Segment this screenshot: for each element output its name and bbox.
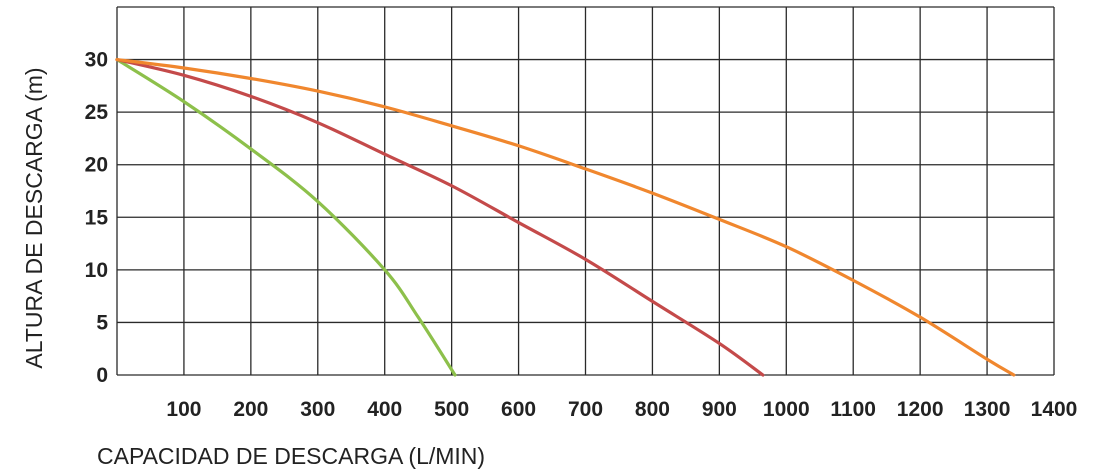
- x-tick-label: 600: [501, 398, 536, 421]
- y-axis-title: ALTURA DE DESCARGA (m): [21, 67, 47, 368]
- x-tick-label: 1000: [763, 398, 810, 421]
- x-tick-label: 1300: [964, 398, 1011, 421]
- y-tick-label: 5: [96, 311, 108, 334]
- grid: [116, 6, 1055, 376]
- x-tick-label: 1100: [830, 398, 876, 421]
- y-axis-ticks: 0 5 10 15 20 25 30: [85, 49, 109, 387]
- x-tick-label: 500: [434, 398, 469, 421]
- series-line-3: [115, 57, 1016, 377]
- x-tick-label: 200: [233, 398, 268, 421]
- x-tick-label: 900: [702, 398, 737, 421]
- x-tick-label: 1200: [897, 398, 944, 421]
- x-axis-title: CAPACIDAD DE DESCARGA (L/MIN): [97, 443, 485, 469]
- y-tick-label: 20: [85, 154, 108, 177]
- y-tick-label: 10: [85, 259, 108, 282]
- x-axis-ticks: 100 200 300 400 500 600 700 800 900 1000 1100 1200 1…: [166, 398, 1077, 421]
- x-tick-label: 1400: [1031, 398, 1078, 421]
- y-tick-label: 25: [85, 101, 109, 124]
- y-tick-label: 15: [85, 206, 109, 229]
- y-tick-label: 30: [85, 49, 108, 72]
- series-line-2: [115, 57, 765, 377]
- series-layer: [115, 57, 1016, 377]
- series-line-1: [115, 57, 457, 377]
- x-tick-label: 400: [367, 398, 402, 421]
- x-tick-label: 300: [300, 398, 335, 421]
- y-tick-label: 0: [96, 364, 108, 387]
- x-tick-label: 800: [635, 398, 670, 421]
- x-tick-label: 700: [568, 398, 603, 421]
- x-tick-label: 100: [166, 398, 201, 421]
